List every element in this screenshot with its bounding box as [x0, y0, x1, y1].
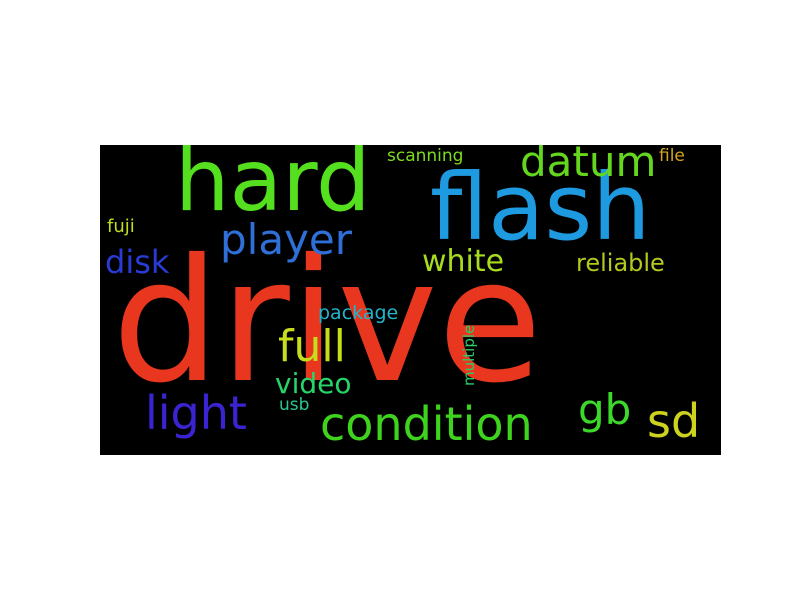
word-hard: hard [175, 145, 371, 231]
word-video: video [275, 367, 352, 400]
word-file: file [659, 146, 685, 166]
word-disk: disk [105, 243, 170, 281]
word-package: package [318, 302, 399, 324]
word-fuji: fuji [107, 216, 135, 237]
word-multiple: multiple [460, 324, 478, 386]
word-sd: sd [647, 394, 701, 448]
word-cloud: drive flash hard player datum condition … [100, 145, 721, 455]
word-full: full [278, 321, 346, 372]
word-light: light [145, 386, 247, 440]
word-player: player [220, 215, 353, 264]
word-flash: flash [430, 154, 651, 261]
word-drive: drive [112, 223, 543, 421]
word-condition: condition [320, 397, 533, 451]
word-usb: usb [279, 395, 310, 415]
word-datum: datum [520, 145, 657, 186]
word-gb: gb [578, 385, 632, 434]
word-scanning: scanning [387, 146, 464, 166]
word-reliable: reliable [576, 249, 665, 277]
word-white: white [422, 244, 505, 279]
